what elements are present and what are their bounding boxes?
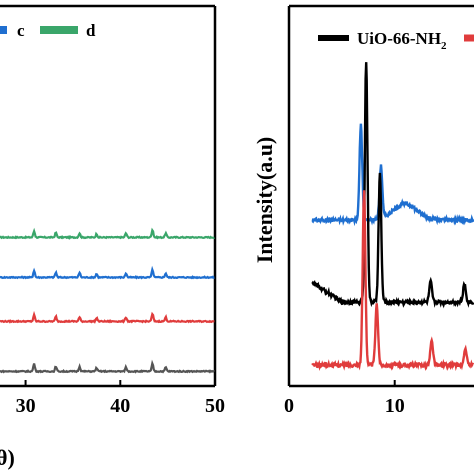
left-x-tick-label: 50 xyxy=(205,395,225,417)
left-x-axis-title: θ) xyxy=(0,445,15,470)
left-series-b xyxy=(0,310,215,324)
right-x-tick-label: 0 xyxy=(284,395,294,417)
legend-d-label: d xyxy=(86,21,96,40)
right-x-tick-label: 10 xyxy=(385,395,405,417)
legend-uio-label: UiO-66-NH2 xyxy=(357,29,447,52)
left-x-tick-label: 40 xyxy=(110,395,130,417)
left-x-ticks: 30 40 50 xyxy=(16,380,225,417)
left-legend: c d xyxy=(0,21,96,40)
left-series-c xyxy=(0,265,215,280)
right-panel: Intensity(a.u) UiO-66-NH2 0 10 xyxy=(252,4,474,417)
legend-uio-main: UiO-66-NH xyxy=(357,29,441,48)
left-x-tick-label: 30 xyxy=(16,395,36,417)
legend-uio-subscript: 2 xyxy=(441,40,447,52)
right-y-axis-title: Intensity(a.u) xyxy=(252,137,277,264)
right-series-group xyxy=(311,62,474,372)
left-series-group xyxy=(0,227,215,374)
left-panel: c d 30 40 50 θ) xyxy=(0,4,225,470)
right-x-ticks: 0 10 xyxy=(284,380,405,417)
right-legend: UiO-66-NH2 xyxy=(318,29,474,52)
left-series-a xyxy=(0,359,215,374)
legend-c-label: c xyxy=(17,21,25,40)
left-series-d xyxy=(0,227,215,240)
right-series-top xyxy=(311,123,474,227)
right-series-UiO-66-NH2 xyxy=(311,62,474,309)
right-series-bottom xyxy=(311,190,474,372)
